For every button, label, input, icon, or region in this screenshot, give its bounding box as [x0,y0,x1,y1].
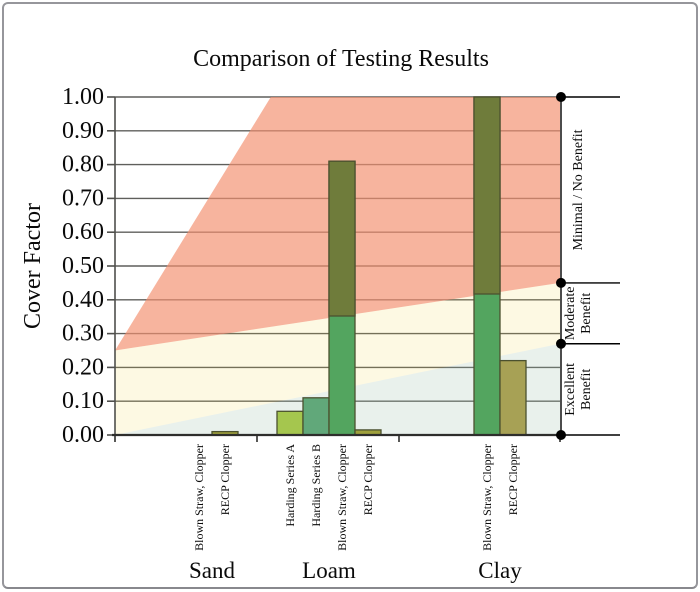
bracket-label-excellent-benefit-line1: Benefit [579,369,594,410]
bars-layer [211,96,527,436]
bracket-label-excellent-benefit-line0: Excellent [563,363,578,416]
y-tick-label-0.0: 0.00 [62,422,104,448]
bar-label-loam-harding-series-a: Harding Series A [283,444,297,527]
y-tick-label-0.6: 0.60 [62,219,104,245]
y-tick-label-0.7: 0.70 [62,185,104,211]
y-tick-label-0.9: 0.90 [62,118,104,144]
group-label-clay: Clay [478,558,522,583]
bar-loam-harding-series-a [276,410,304,436]
bracket-dot-1 [556,277,566,288]
bar-label-loam-harding-series-b: Harding Series B [309,444,323,527]
y-tick-label-0.8: 0.80 [62,152,104,178]
bracket-dot-2 [556,338,566,349]
bar-label-sand-recp-clopper: RECP Clopper [218,444,232,515]
bar-loam-harding-series-b [302,397,330,436]
bar-label-clay-blown-straw-clopper: Blown Straw, Clopper [480,444,494,551]
chart-title: Comparison of Testing Results [193,46,489,72]
axis-labels-layer: Blown Straw, Clopper RECP Clopper Sand Hard… [62,84,522,583]
bracket-dot-3 [556,430,566,440]
y-tick-label-0.2: 0.20 [62,354,104,380]
group-label-loam: Loam [302,558,356,583]
bracket-label-minimal-no-benefit-line0: Minimal / No Benefit [571,129,586,250]
bar-top-loam-blown-straw-clopper [328,160,356,317]
y-tick-label-1.0: 1.00 [62,84,104,110]
y-tick-label-0.3: 0.30 [62,321,104,347]
bracket-dot-0 [556,92,566,102]
axes-layer [107,96,561,442]
y-tick-label-0.5: 0.50 [62,253,104,279]
bar-clay-recp-clopper [499,359,527,436]
y-tick-label-0.1: 0.10 [62,388,104,414]
bar-label-clay-recp-clopper: RECP Clopper [506,444,520,515]
bar-label-loam-recp-clopper: RECP Clopper [361,444,375,515]
bar-top-clay-blown-straw-clopper [473,96,501,295]
group-label-sand: Sand [189,558,236,583]
bracket-label-moderate-benefit-line0: Moderate [563,286,578,340]
bar-label-sand-blown-straw-clopper: Blown Straw, Clopper [192,444,206,551]
bar-label-loam-blown-straw-clopper: Blown Straw, Clopper [335,444,349,551]
y-tick-label-0.4: 0.40 [62,287,104,313]
bracket-label-moderate-benefit-line1: Benefit [579,293,594,334]
y-axis-title: Cover Factor [20,203,46,329]
